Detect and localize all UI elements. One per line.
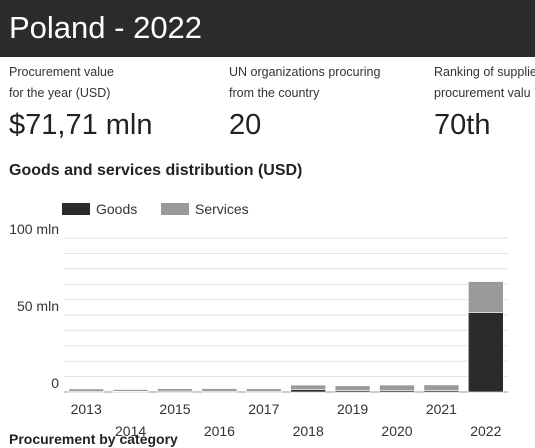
stat-label-line1: Ranking of supplie [434, 65, 535, 79]
stat-ranking: Ranking of supplie procurement valu 70th [434, 62, 535, 142]
bar-services-2021 [423, 384, 460, 391]
stat-label-line2: for the year (USD) [9, 86, 111, 100]
stat-value: $71,71 mln [9, 109, 153, 141]
legend-swatch-goods [62, 203, 90, 215]
stat-value: 70th [434, 109, 491, 141]
bar-goods-2018 [290, 389, 327, 393]
x-tick-label-2015: 2015 [159, 401, 190, 417]
procurement-by-category-title: Procurement by category [9, 431, 178, 447]
stat-label-line2: from the country [229, 86, 320, 100]
x-tick-label-2022: 2022 [470, 423, 501, 439]
bar-services-2013 [68, 388, 104, 392]
bar-services-2022 [467, 281, 504, 313]
bar-goods-2022 [467, 312, 504, 393]
stat-label-line2: procurement valu [434, 86, 531, 100]
bar-services-2019 [334, 385, 371, 391]
page-title: Poland - 2022 [9, 10, 203, 45]
page-header: Poland - 2022 [0, 0, 535, 57]
x-tick-label-2017: 2017 [248, 401, 279, 417]
legend-swatch-services [161, 203, 189, 215]
x-tick-label-2014: 2014 [115, 423, 146, 439]
x-tick-label-2013: 2013 [71, 401, 102, 417]
stat-value: 20 [229, 109, 262, 141]
legend-label-services: Services [195, 201, 249, 217]
x-tick-label-2021: 2021 [426, 401, 457, 417]
legend-label-goods: Goods [96, 201, 137, 217]
x-tick-label-2020: 2020 [381, 423, 412, 439]
bar-services-2017 [246, 388, 282, 392]
bar-services-2015 [157, 388, 193, 392]
bar-services-2016 [201, 388, 238, 392]
bar-services-2018 [290, 384, 327, 390]
x-tick-label-2018: 2018 [293, 423, 324, 439]
x-tick-label-2019: 2019 [337, 401, 368, 417]
stat-un-organizations: UN organizations procuring from the coun… [229, 62, 380, 142]
x-tick-label-2016: 2016 [204, 423, 235, 439]
chart-section-title: Goods and services distribution (USD) [9, 162, 303, 179]
bar-services-2014 [112, 389, 149, 392]
y-tick-label: 50 mln [17, 298, 59, 314]
stacked-bar-chart: Goods Services 0 50 mln 100 mln 2013 2014 2015 2… [9, 201, 508, 439]
y-tick-label: 0 [51, 375, 59, 391]
bar-services-2020 [379, 384, 415, 391]
y-tick-label: 100 mln [9, 221, 59, 237]
stat-label-line1: Procurement value [9, 65, 114, 79]
stat-label-line1: UN organizations procuring [229, 65, 381, 79]
stat-procurement-value: Procurement value for the year (USD) $71… [9, 62, 153, 142]
